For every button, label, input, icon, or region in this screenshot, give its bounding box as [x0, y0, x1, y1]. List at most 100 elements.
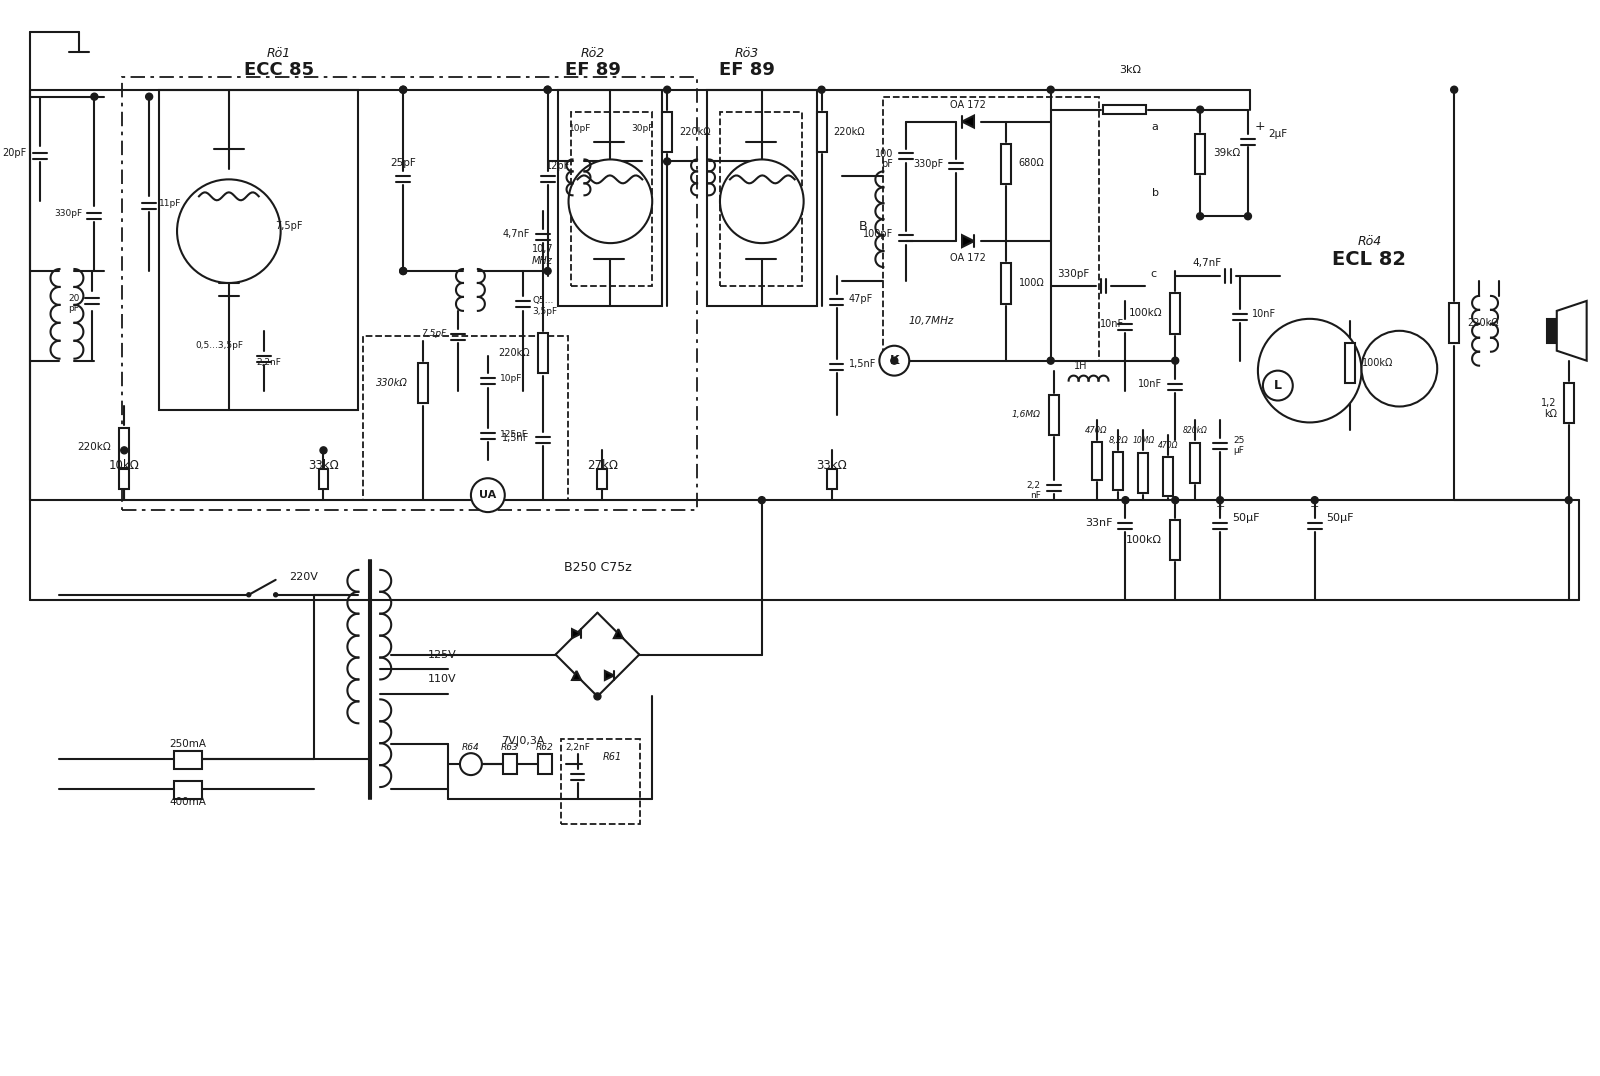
Text: 10,7: 10,7 — [531, 244, 554, 254]
Text: 25: 25 — [1234, 436, 1245, 444]
Circle shape — [1451, 86, 1458, 94]
Text: 12pF: 12pF — [546, 161, 570, 171]
Text: 39kΩ: 39kΩ — [1213, 148, 1240, 158]
Circle shape — [1216, 497, 1224, 504]
Text: OA 172: OA 172 — [950, 253, 986, 263]
Bar — [662, 112, 672, 152]
Bar — [883, 97, 1099, 360]
Text: R61: R61 — [603, 752, 622, 762]
Circle shape — [1245, 213, 1251, 220]
Text: 100kΩ: 100kΩ — [1362, 357, 1394, 368]
Bar — [560, 739, 640, 824]
Text: 7V|0,3A: 7V|0,3A — [501, 736, 544, 747]
Text: 220kΩ: 220kΩ — [678, 127, 710, 137]
Circle shape — [400, 86, 406, 94]
Bar — [571, 112, 653, 286]
Text: μF: μF — [1234, 445, 1243, 455]
Circle shape — [400, 268, 406, 274]
Text: 680Ω: 680Ω — [1019, 158, 1045, 169]
Bar — [1170, 293, 1181, 334]
Text: 7,5pF: 7,5pF — [421, 329, 446, 338]
Text: 10MΩ: 10MΩ — [1133, 436, 1155, 444]
Circle shape — [880, 345, 909, 376]
Text: 220V: 220V — [290, 571, 318, 582]
Text: 2,2nF: 2,2nF — [565, 742, 590, 752]
Text: Rö2: Rö2 — [581, 47, 605, 60]
Text: 10nF: 10nF — [1101, 318, 1125, 329]
Circle shape — [1048, 86, 1054, 94]
Text: R62: R62 — [536, 742, 554, 752]
Polygon shape — [614, 629, 622, 638]
Text: B250 C75z: B250 C75z — [563, 562, 632, 575]
Text: 33kΩ: 33kΩ — [309, 458, 339, 471]
Circle shape — [1171, 497, 1179, 504]
Bar — [158, 89, 358, 410]
Bar — [1163, 457, 1173, 496]
Text: R63: R63 — [501, 742, 518, 752]
Circle shape — [818, 86, 826, 94]
Bar — [1190, 442, 1200, 483]
Text: 10pF: 10pF — [570, 124, 592, 133]
Bar — [418, 363, 429, 404]
Text: UA: UA — [480, 491, 496, 500]
Bar — [720, 112, 802, 286]
Circle shape — [400, 268, 406, 274]
Text: 10kΩ: 10kΩ — [109, 458, 139, 471]
Text: kΩ: kΩ — [1544, 410, 1557, 420]
Text: 10,7MHz: 10,7MHz — [909, 316, 954, 326]
Text: 3kΩ: 3kΩ — [1120, 65, 1141, 75]
Text: L: L — [1274, 379, 1282, 392]
Circle shape — [891, 357, 898, 364]
Bar — [1547, 318, 1557, 343]
Circle shape — [1197, 213, 1203, 220]
Bar — [1102, 105, 1146, 114]
Circle shape — [1258, 318, 1362, 423]
Text: 330pF: 330pF — [1058, 269, 1090, 279]
Text: 50μF: 50μF — [1326, 513, 1354, 523]
Bar — [174, 781, 202, 799]
Bar — [538, 334, 547, 373]
Circle shape — [594, 693, 602, 699]
Text: 2μF: 2μF — [1267, 128, 1286, 139]
Bar — [707, 89, 816, 306]
Text: ECL 82: ECL 82 — [1333, 250, 1406, 269]
Circle shape — [400, 86, 406, 94]
Text: 330pF: 330pF — [914, 159, 942, 169]
Text: 20: 20 — [69, 295, 80, 303]
Text: 125V: 125V — [429, 650, 458, 660]
Polygon shape — [1557, 301, 1587, 360]
Text: 110V: 110V — [429, 675, 456, 684]
Text: EF 89: EF 89 — [565, 60, 621, 79]
Text: 10pF: 10pF — [499, 374, 522, 383]
Circle shape — [120, 447, 128, 454]
Bar — [1114, 452, 1123, 490]
Text: 11pF: 11pF — [158, 199, 181, 208]
Text: 470Ω: 470Ω — [1158, 441, 1179, 450]
Bar — [363, 336, 568, 500]
Text: 330kΩ: 330kΩ — [376, 378, 408, 387]
Circle shape — [91, 94, 98, 100]
Circle shape — [459, 753, 482, 775]
Text: K: K — [890, 354, 899, 367]
Text: 33kΩ: 33kΩ — [816, 458, 846, 471]
Circle shape — [1197, 107, 1203, 113]
Circle shape — [1565, 497, 1573, 504]
Text: EF 89: EF 89 — [718, 60, 774, 79]
Text: 0,5...3,5pF: 0,5...3,5pF — [195, 341, 243, 350]
Bar — [1170, 521, 1181, 560]
Text: OA 172: OA 172 — [950, 100, 986, 110]
Circle shape — [1122, 497, 1130, 504]
Text: 50μF: 50μF — [1232, 513, 1259, 523]
Text: 100Ω: 100Ω — [1019, 278, 1045, 288]
Text: 220kΩ: 220kΩ — [834, 127, 866, 137]
Text: 1,5nF: 1,5nF — [502, 434, 530, 443]
Text: pF: pF — [69, 305, 80, 313]
Text: c: c — [1150, 269, 1157, 279]
Circle shape — [146, 94, 152, 100]
Circle shape — [178, 180, 280, 283]
Text: 33nF: 33nF — [1085, 518, 1112, 528]
Text: 250mA: 250mA — [170, 739, 206, 749]
Circle shape — [720, 159, 803, 243]
Circle shape — [1048, 357, 1054, 364]
Text: B: B — [859, 220, 867, 232]
